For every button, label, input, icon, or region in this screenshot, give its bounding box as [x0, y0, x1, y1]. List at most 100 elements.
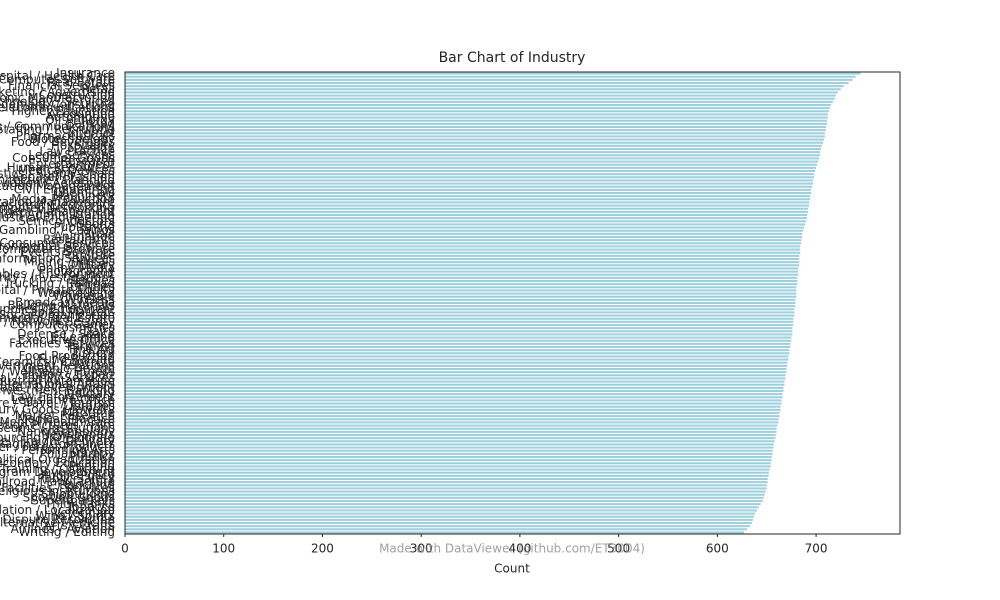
y-tick-label: Investment Management	[0, 204, 115, 218]
bar	[125, 154, 821, 157]
bar	[125, 248, 801, 251]
bar	[125, 424, 778, 427]
bar	[125, 292, 797, 295]
bar	[125, 210, 809, 213]
bar	[125, 355, 789, 358]
bar	[125, 132, 825, 135]
bar	[125, 144, 823, 147]
y-tick-label: Warehousing	[37, 286, 115, 300]
bar	[125, 487, 767, 490]
y-tick-label: Construction	[39, 88, 115, 102]
bar	[125, 531, 745, 534]
bar	[125, 151, 821, 154]
bar	[125, 386, 784, 389]
y-tick-label: Transportation / Trucking / Railroad	[0, 277, 115, 291]
bar	[125, 88, 841, 91]
y-tick-label: Insurance	[56, 66, 115, 80]
bar	[125, 506, 759, 509]
bar	[125, 471, 769, 474]
bar	[125, 496, 764, 499]
bar	[125, 515, 754, 518]
y-tick-label: Railroad Manufacture	[0, 475, 115, 489]
bar	[125, 201, 810, 204]
bar	[125, 283, 798, 286]
y-tick-label: Events Services	[20, 245, 115, 259]
y-tick-label: Government Relations	[0, 358, 115, 372]
y-tick-label: Printing	[69, 459, 115, 473]
y-tick-label: Farming	[67, 340, 115, 354]
bar	[125, 242, 802, 245]
bar	[125, 493, 765, 496]
y-tick-label: Environmental Services	[0, 239, 115, 253]
bar	[125, 377, 786, 380]
bar	[125, 191, 812, 195]
bar	[125, 279, 798, 283]
y-tick-label: Computer Games	[10, 318, 115, 332]
y-tick-label: Health / Wellness / Fitness	[0, 365, 115, 379]
x-tick-label: 100	[212, 542, 235, 556]
y-tick-label: Higher Education	[12, 104, 115, 118]
bar	[125, 254, 800, 257]
y-tick-label: Medical Devices	[18, 164, 115, 178]
bar	[125, 339, 792, 342]
y-tick-label: Broadcast Media	[15, 296, 115, 310]
y-tick-label: Commercial Real Estate	[0, 311, 115, 325]
bar	[125, 525, 750, 528]
bar	[125, 169, 816, 173]
y-tick-label: Dairy	[83, 324, 115, 338]
y-tick-label: Investment Banking	[0, 384, 115, 398]
y-tick-label: Hospital / Health Care	[0, 69, 115, 83]
bar	[125, 396, 783, 399]
bar	[125, 484, 767, 487]
y-tick-label: Mental Health Care	[0, 415, 115, 429]
y-tick-label: Motion Pictures / Film	[0, 418, 115, 432]
y-tick-label: Logistics / Supply Chain	[0, 167, 115, 181]
y-tick-label: Building Materials	[8, 299, 116, 313]
bar	[125, 195, 811, 198]
bar	[125, 345, 791, 349]
y-tick-label: Sporting Goods	[23, 490, 115, 504]
bar	[125, 311, 795, 314]
y-tick-label: Political Organization	[0, 453, 115, 467]
y-tick-label: E-Learning	[51, 330, 115, 344]
bar	[125, 320, 794, 323]
y-tick-label: Consumer Services	[0, 236, 115, 250]
y-tick-label: Civic / Social Organization	[0, 308, 115, 322]
bar	[125, 333, 793, 336]
bar	[125, 135, 825, 138]
y-tick-label: Design	[74, 142, 115, 156]
y-tick-label: Venture Capital / Private Equity	[0, 283, 115, 297]
bar	[125, 289, 797, 292]
y-tick-label: Chemicals	[53, 186, 115, 200]
y-tick-label: Education Management	[0, 179, 115, 193]
bar	[125, 116, 828, 119]
y-tick-label: Leisure / Travel / Tourism	[0, 396, 115, 410]
y-tick-label: Retail	[81, 82, 115, 96]
bar	[125, 481, 768, 484]
bar	[125, 405, 781, 408]
y-tick-label: Hospitality	[51, 138, 115, 152]
bar	[125, 273, 799, 276]
plot-frame	[124, 71, 901, 535]
y-tick-label: Law Enforcement	[11, 390, 116, 404]
bar	[125, 408, 781, 411]
y-tick-label: Fishery	[72, 346, 115, 360]
y-tick-label: Capital Markets	[22, 305, 115, 319]
y-tick-label: Information Services	[0, 252, 115, 266]
bar	[125, 207, 809, 210]
y-tick-label: Museums / Institutions	[0, 421, 115, 435]
y-tick-label: Utilities	[70, 280, 115, 294]
bar	[125, 477, 768, 481]
bar	[125, 518, 753, 521]
y-tick-label: Research	[60, 154, 115, 168]
y-tick-label: Real Estate	[47, 76, 115, 90]
bar	[125, 235, 803, 239]
bar	[125, 512, 755, 515]
y-tick-label: Legislative Office	[12, 393, 115, 407]
bar	[125, 490, 766, 493]
y-tick-label: Ranching	[59, 478, 115, 492]
bar	[125, 75, 856, 78]
y-tick-label: Facilities Services	[9, 336, 115, 350]
y-tick-label: Staffing / Recruiting	[0, 123, 115, 137]
bar	[125, 446, 774, 449]
